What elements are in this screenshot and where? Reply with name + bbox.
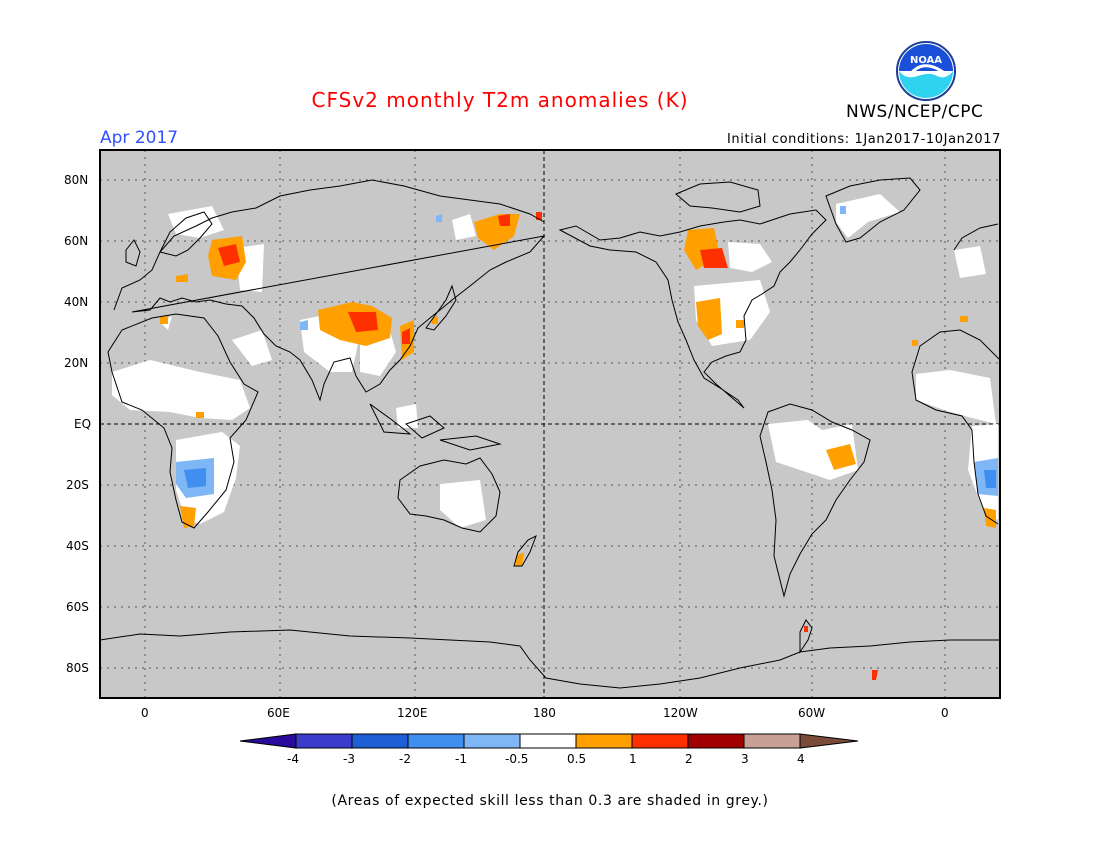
colorbar-label: 4: [797, 752, 805, 766]
lat-label: EQ: [74, 417, 92, 431]
colorbar-label: -2: [399, 752, 411, 766]
colorbar-label: -1: [455, 752, 467, 766]
month-label: Apr 2017: [100, 128, 179, 148]
skill-note: (Areas of expected skill less than 0.3 a…: [331, 793, 769, 809]
lat-label: 20N: [64, 356, 89, 370]
lat-label: 60S: [66, 600, 89, 614]
lat-label: 20S: [66, 478, 89, 492]
colorbar-label: 3: [741, 752, 749, 766]
equator-dateline: [100, 150, 1000, 698]
colorbar-label: -0.5: [505, 752, 529, 766]
lon-label: 60E: [267, 706, 290, 720]
noaa-logo: NOAA: [896, 41, 956, 101]
lat-label: 40N: [64, 295, 89, 309]
colorbar-label: 0.5: [567, 752, 587, 766]
lon-label: 180: [533, 706, 556, 720]
lon-label: 60W: [798, 706, 826, 720]
colorbar-arrow-high: [799, 733, 859, 749]
colorbar: [239, 733, 859, 749]
lat-label: 60N: [64, 234, 89, 248]
noaa-logo-text: NOAA: [910, 55, 942, 66]
lat-label: 80S: [66, 661, 89, 675]
agency-label: NWS/NCEP/CPC: [846, 102, 984, 122]
lon-label: 120W: [663, 706, 698, 720]
coastlines: [99, 177, 1001, 689]
anomaly-map: [99, 149, 1001, 699]
lon-label: 0: [141, 706, 149, 720]
lon-label: 120E: [397, 706, 428, 720]
map-frame: [99, 149, 1001, 699]
lat-label: 40S: [66, 539, 89, 553]
colorbar-label: -4: [287, 752, 299, 766]
colorbar-label: -3: [343, 752, 355, 766]
lat-label: 80N: [64, 173, 89, 187]
blue-regions: [184, 468, 996, 488]
red-regions: [218, 212, 878, 680]
lon-label: 0: [941, 706, 949, 720]
initial-conditions-label: Initial conditions: 1Jan2017-10Jan2017: [726, 132, 1001, 147]
colorbar-arrow-low: [239, 733, 297, 749]
colorbar-label: 2: [685, 752, 693, 766]
colorbar-label: 1: [629, 752, 637, 766]
chart-title: CFSv2 monthly T2m anomalies (K): [311, 88, 689, 112]
